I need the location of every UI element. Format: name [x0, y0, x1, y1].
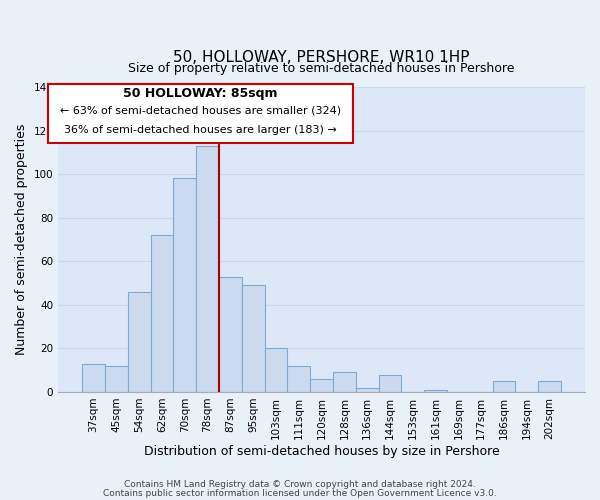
- Text: Contains HM Land Registry data © Crown copyright and database right 2024.: Contains HM Land Registry data © Crown c…: [124, 480, 476, 489]
- Bar: [151, 235, 173, 392]
- Bar: [219, 276, 242, 392]
- Bar: [424, 390, 447, 392]
- Text: 50 HOLLOWAY: 85sqm: 50 HOLLOWAY: 85sqm: [123, 87, 278, 100]
- Bar: [242, 285, 265, 392]
- Bar: [105, 366, 128, 392]
- Text: Size of property relative to semi-detached houses in Pershore: Size of property relative to semi-detach…: [128, 62, 515, 75]
- Bar: [173, 178, 196, 392]
- Bar: [82, 364, 105, 392]
- Bar: [310, 379, 333, 392]
- Y-axis label: Number of semi-detached properties: Number of semi-detached properties: [15, 124, 28, 355]
- Title: 50, HOLLOWAY, PERSHORE, WR10 1HP: 50, HOLLOWAY, PERSHORE, WR10 1HP: [173, 50, 470, 65]
- Bar: [128, 292, 151, 392]
- Bar: [493, 381, 515, 392]
- Bar: [196, 146, 219, 392]
- Text: ← 63% of semi-detached houses are smaller (324): ← 63% of semi-detached houses are smalle…: [60, 106, 341, 116]
- Bar: [538, 381, 561, 392]
- Bar: [333, 372, 356, 392]
- Text: 36% of semi-detached houses are larger (183) →: 36% of semi-detached houses are larger (…: [64, 126, 337, 136]
- X-axis label: Distribution of semi-detached houses by size in Pershore: Distribution of semi-detached houses by …: [144, 444, 499, 458]
- Bar: [265, 348, 287, 392]
- Text: Contains public sector information licensed under the Open Government Licence v3: Contains public sector information licen…: [103, 488, 497, 498]
- Bar: [287, 366, 310, 392]
- Bar: [356, 388, 379, 392]
- Bar: [379, 374, 401, 392]
- FancyBboxPatch shape: [47, 84, 353, 144]
